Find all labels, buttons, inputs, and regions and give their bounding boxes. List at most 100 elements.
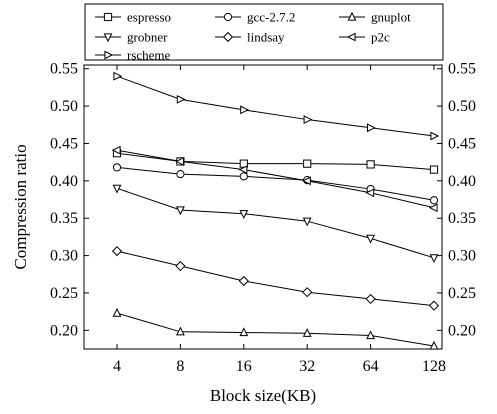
legend-marker <box>104 50 114 60</box>
series-line <box>116 152 435 171</box>
data-point <box>175 206 185 216</box>
legend-label: p2c <box>371 30 390 45</box>
data-point <box>428 203 438 213</box>
x-tick-label: 32 <box>299 358 315 375</box>
plot-area-frame <box>83 64 443 350</box>
data-point <box>113 71 123 81</box>
legend-label: espresso <box>127 10 171 25</box>
data-point <box>366 160 375 169</box>
legend-marker <box>346 32 356 42</box>
series-line <box>116 187 435 259</box>
legend: espresso gcc-2.7.2 gnuplot grobner lindsay p2… <box>84 3 444 63</box>
data-point <box>240 105 250 115</box>
series-line <box>116 149 435 209</box>
legend-item-gcc-2.7.2: gcc-2.7.2 <box>215 10 295 25</box>
data-point <box>429 340 439 350</box>
data-point <box>302 287 313 298</box>
y-tick-label-right: 0.40 <box>448 173 476 190</box>
y-tick-label-right: 0.50 <box>448 98 476 115</box>
legend-label: gcc-2.7.2 <box>247 10 295 25</box>
x-tick-label: 128 <box>422 358 446 375</box>
legend-marker <box>223 12 233 22</box>
data-point <box>111 245 123 257</box>
data-point <box>428 300 440 311</box>
legend-item-lindsay: lindsay <box>215 30 285 45</box>
x-axis-label: Block size(KB) <box>210 386 316 405</box>
series-line <box>116 75 435 137</box>
legend-item-p2c: p2c <box>339 30 390 45</box>
data-point <box>176 94 186 104</box>
data-point <box>175 326 185 336</box>
data-point <box>238 165 248 175</box>
data-point <box>239 172 248 181</box>
series-gnuplot <box>112 307 439 350</box>
y-tick-label-left: 0.30 <box>50 248 78 265</box>
data-point <box>239 327 249 337</box>
data-point <box>302 217 312 227</box>
data-point <box>303 159 312 168</box>
data-point <box>112 307 122 317</box>
y-tick-label-right: 0.55 <box>448 61 476 78</box>
x-tick-label: 4 <box>113 358 121 375</box>
data-point <box>301 176 311 186</box>
data-point <box>303 115 313 124</box>
data-point <box>111 145 121 155</box>
x-tick-label: 8 <box>176 358 184 375</box>
y-tick-label-left: 0.20 <box>50 322 78 339</box>
legend-item-gnuplot: gnuplot <box>339 10 411 25</box>
y-tick-label-left: 0.45 <box>50 135 78 152</box>
data-point <box>112 184 122 194</box>
series-rscheme <box>113 71 440 141</box>
data-point <box>430 131 440 141</box>
series-line <box>116 312 435 347</box>
series-espresso <box>112 149 439 174</box>
data-point <box>429 165 439 174</box>
y-tick-label-left: 0.35 <box>50 210 78 227</box>
legend-marker <box>103 33 113 43</box>
data-point <box>176 170 185 179</box>
x-tick-label: 64 <box>363 358 379 375</box>
y-tick-label-right: 0.20 <box>448 322 476 339</box>
legend-marker <box>103 12 113 22</box>
y-tick-label-right: 0.35 <box>448 210 476 227</box>
legend-label: grobner <box>127 30 168 45</box>
legend-label: rscheme <box>127 48 171 63</box>
y-tick-label-right: 0.45 <box>448 135 476 152</box>
data-point <box>429 196 439 205</box>
data-point <box>366 330 376 340</box>
y-tick-label-right: 0.30 <box>448 248 476 265</box>
data-point <box>175 157 184 166</box>
data-point <box>429 254 439 264</box>
data-point <box>365 293 376 305</box>
legend-frame <box>84 3 444 61</box>
data-point <box>302 328 312 337</box>
y-tick-label-left: 0.40 <box>50 173 78 190</box>
data-point <box>239 210 249 219</box>
series-line <box>116 166 435 201</box>
series-p2c <box>111 145 438 213</box>
series-lindsay <box>111 245 440 311</box>
series-line <box>116 250 435 307</box>
axis-ticks: 0.20 0.20 0.25 0.25 0.30 0.30 0.35 0.35 0.40 0.40… <box>50 61 476 375</box>
legend-item-espresso: espresso <box>95 10 171 25</box>
y-tick-label-left: 0.55 <box>50 61 78 78</box>
y-tick-label-left: 0.50 <box>50 98 78 115</box>
y-tick-label-right: 0.25 <box>448 285 476 302</box>
data-point <box>238 275 249 287</box>
legend-marker <box>222 31 234 43</box>
data-point <box>175 260 186 272</box>
series-group <box>111 71 440 350</box>
data-point <box>365 188 375 198</box>
data-point <box>367 123 376 133</box>
y-tick-label-left: 0.25 <box>50 285 78 302</box>
data-point <box>112 163 122 172</box>
series-grobner <box>112 184 439 264</box>
legend-item-grobner: grobner <box>95 30 168 45</box>
legend-marker <box>347 11 357 21</box>
legend-label: lindsay <box>247 30 285 45</box>
series-gcc-2.7.2 <box>112 163 439 205</box>
y-axis-label: Compression ratio <box>11 144 30 269</box>
x-tick-label: 16 <box>236 358 252 375</box>
data-point <box>366 234 376 244</box>
